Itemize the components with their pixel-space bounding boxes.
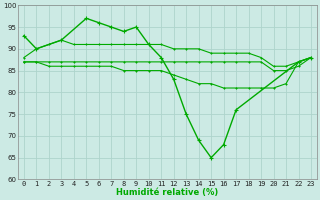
X-axis label: Humidité relative (%): Humidité relative (%) <box>116 188 219 197</box>
